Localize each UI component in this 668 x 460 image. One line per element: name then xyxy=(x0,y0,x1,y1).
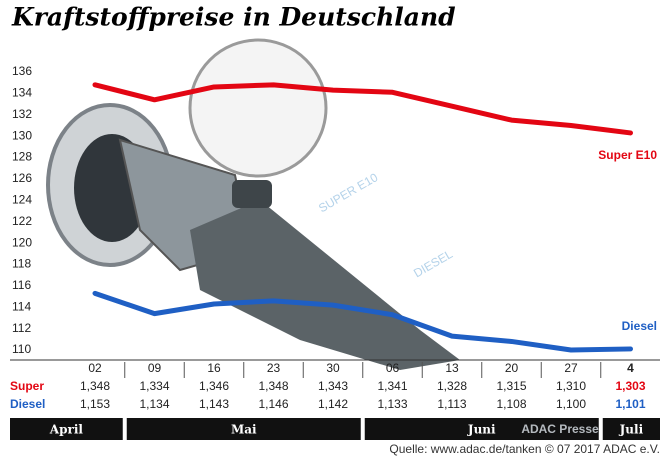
row-label: Diesel xyxy=(10,397,45,411)
table-value: 1,303 xyxy=(615,379,645,393)
legend-label: Super E10 xyxy=(598,148,657,162)
series-line xyxy=(92,290,633,353)
illustration-label: DIESEL xyxy=(411,247,455,281)
watermark: ADAC Presse xyxy=(521,422,599,436)
x-tick-label: 02 xyxy=(88,361,102,375)
illustration: SUPER E10 DIESEL xyxy=(46,38,460,370)
month-band xyxy=(602,418,660,440)
table-value: 1,142 xyxy=(318,397,348,411)
y-tick-label: 134 xyxy=(12,86,32,100)
y-tick-label: 136 xyxy=(12,64,32,78)
y-tick-label: 124 xyxy=(12,192,32,206)
table-value: 1,348 xyxy=(258,379,288,393)
legend-label: Diesel xyxy=(622,319,657,333)
table-value: 1,146 xyxy=(258,397,288,411)
x-tick-label: 09 xyxy=(148,361,162,375)
table-value: 1,343 xyxy=(318,379,348,393)
table-value: 1,310 xyxy=(556,379,586,393)
month-label: Mai xyxy=(231,423,257,437)
x-tick-label: 20 xyxy=(505,361,519,375)
y-tick-label: 130 xyxy=(12,128,32,142)
table-value: 1,100 xyxy=(556,397,586,411)
table-value: 1,133 xyxy=(377,397,407,411)
month-band xyxy=(10,418,123,440)
pump-ring xyxy=(232,180,272,208)
y-tick-label: 116 xyxy=(12,278,31,292)
y-tick-label: 126 xyxy=(12,171,32,185)
table-value: 1,328 xyxy=(437,379,467,393)
series-line xyxy=(92,82,633,136)
x-tick-label: 16 xyxy=(207,361,221,375)
month-label: Juni xyxy=(467,423,496,437)
y-tick-label: 132 xyxy=(12,107,32,121)
y-tick-label: 118 xyxy=(12,257,31,271)
illustration-label: SUPER E10 xyxy=(316,170,380,215)
month-band xyxy=(364,418,599,440)
x-tick-label: 4 xyxy=(627,361,634,375)
y-tick-label: 122 xyxy=(12,214,32,228)
y-tick-label: 112 xyxy=(12,321,31,335)
x-tick-label: 06 xyxy=(386,361,400,375)
month-label: Juli xyxy=(619,423,644,437)
table-value: 1,348 xyxy=(80,379,110,393)
pump-handle xyxy=(190,200,460,370)
x-tick-label: 30 xyxy=(326,361,340,375)
y-tick-label: 110 xyxy=(12,342,31,356)
y-tick-label: 114 xyxy=(12,299,31,313)
table-value: 1,346 xyxy=(199,379,229,393)
table-value: 1,153 xyxy=(80,397,110,411)
x-tick-label: 23 xyxy=(267,361,281,375)
y-tick-label: 120 xyxy=(12,235,32,249)
table-value: 1,108 xyxy=(496,397,526,411)
table-value: 1,143 xyxy=(199,397,229,411)
row-label: Super xyxy=(10,379,44,393)
table-value: 1,341 xyxy=(377,379,407,393)
tank-cap xyxy=(188,38,328,178)
chart-title: Kraftstoffpreise in Deutschland xyxy=(11,3,456,32)
table-value: 1,134 xyxy=(139,397,169,411)
table-value: 1,101 xyxy=(615,397,645,411)
table-value: 1,113 xyxy=(437,397,466,411)
y-tick-label: 128 xyxy=(12,150,32,164)
source: Quelle: www.adac.de/tanken © 07 2017 ADA… xyxy=(389,442,660,456)
month-band xyxy=(126,418,361,440)
table-value: 1,334 xyxy=(139,379,169,393)
table-value: 1,315 xyxy=(496,379,526,393)
month-label: April xyxy=(49,423,84,437)
x-tick-label: 27 xyxy=(564,361,578,375)
x-tick-label: 13 xyxy=(445,361,459,375)
